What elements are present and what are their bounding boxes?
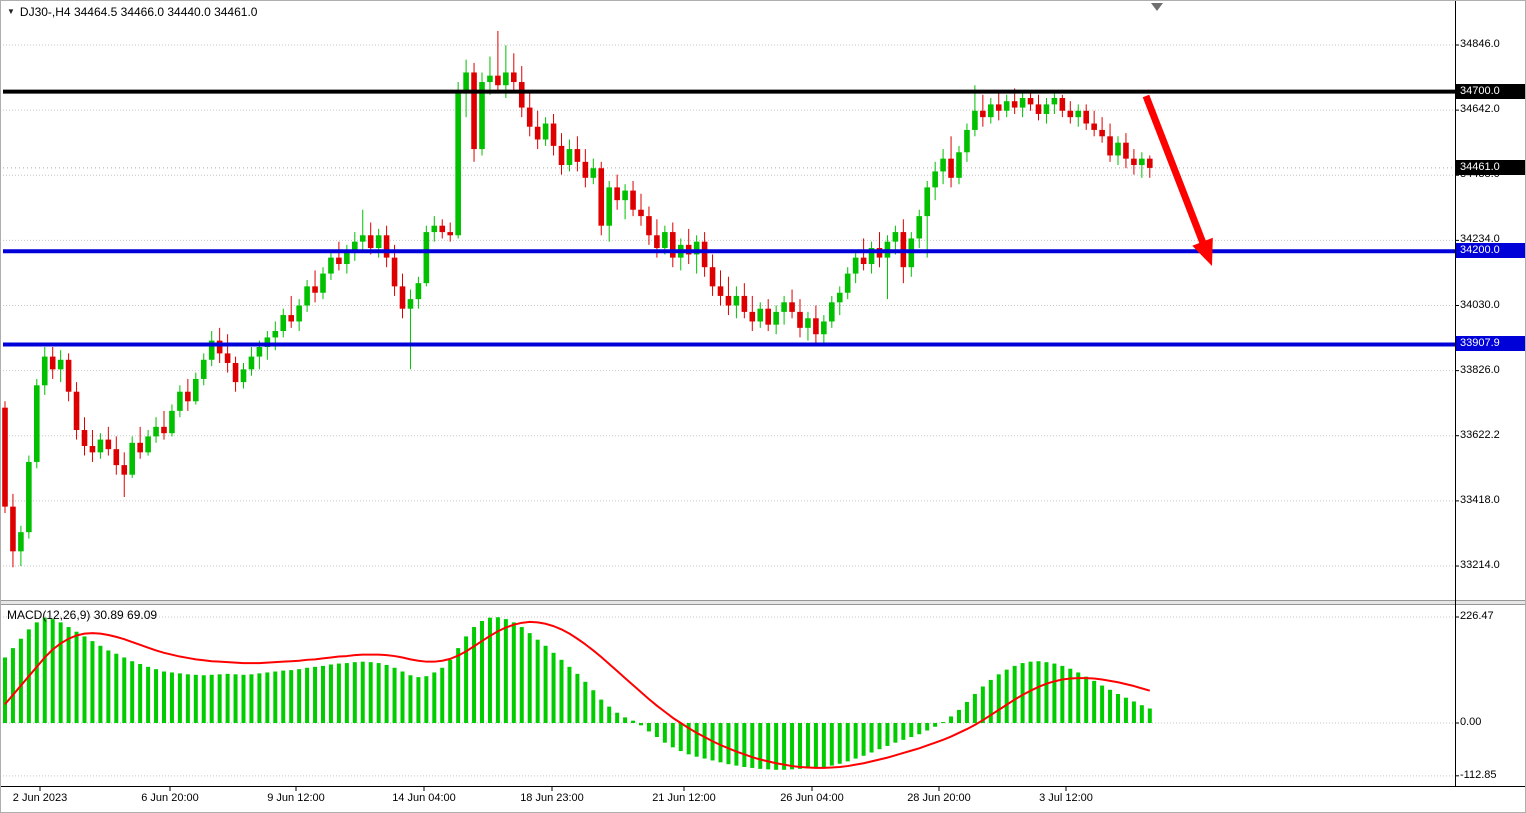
price-tick-label: 33826.0 — [1460, 363, 1500, 376]
macd-tick-label: 0.00 — [1460, 716, 1482, 728]
macd-histogram — [3, 617, 1152, 770]
horizontal-level-lines[interactable] — [3, 89, 1455, 347]
macd-tick-label: 226.47 — [1460, 610, 1494, 622]
price-level-badge: 33907.9 — [1456, 336, 1525, 352]
price-level-badge: 34200.0 — [1456, 243, 1525, 259]
pane-separator[interactable] — [0, 600, 1526, 605]
price-tick-label: 34642.0 — [1460, 103, 1500, 116]
price-scale[interactable]: 34846.034642.034438.034234.034030.033826… — [1456, 0, 1526, 786]
symbol-ohlc-text: DJ30-,H4 34464.5 34466.0 34440.0 34461.0 — [19, 5, 258, 19]
macd-indicator-label: MACD(12,26,9) 30.89 69.09 — [7, 608, 158, 622]
sell-arrow[interactable] — [1142, 94, 1213, 266]
time-axis-label: 14 Jun 04:00 — [392, 792, 456, 804]
current-price-badge: 34461.0 — [1456, 159, 1525, 175]
price-tick-label: 34234.0 — [1460, 233, 1500, 246]
time-axis-label: 2 Jun 2023 — [12, 792, 68, 804]
price-tick-label: 33622.2 — [1460, 428, 1500, 441]
time-axis-label: 21 Jun 12:00 — [652, 792, 716, 804]
price-tick-label: 33418.0 — [1460, 493, 1500, 506]
price-tick-label: 34846.0 — [1460, 38, 1500, 50]
price-tick-label: 34030.0 — [1460, 298, 1500, 311]
time-axis-label: 6 Jun 20:00 — [141, 792, 199, 804]
time-axis-label: 3 Jul 12:00 — [1039, 792, 1093, 804]
symbol-ohlc-info: ▼ DJ30-,H4 34464.5 34466.0 34440.0 34461… — [7, 5, 257, 19]
time-axis-label: 18 Jun 23:00 — [520, 792, 584, 804]
time-scale[interactable]: 2 Jun 2023 6 Jun 20:00 9 Jun 12:00 14 Jun 0… — [0, 786, 1526, 813]
time-axis-label: 26 Jun 04:00 — [780, 792, 844, 804]
time-axis-label: 9 Jun 12:00 — [267, 792, 325, 804]
time-axis-label: 28 Jun 20:00 — [907, 792, 971, 804]
price-tick-label: 33214.0 — [1460, 559, 1500, 572]
scroll-to-end-marker[interactable] — [1151, 3, 1163, 11]
symbol-dropdown-icon[interactable]: ▼ — [7, 7, 15, 16]
macd-tick-label: -112.85 — [1460, 768, 1497, 781]
candlestick-series — [2, 30, 1153, 568]
macd-signal-line — [4, 620, 1151, 769]
price-level-badge: 34700.0 — [1456, 83, 1525, 99]
